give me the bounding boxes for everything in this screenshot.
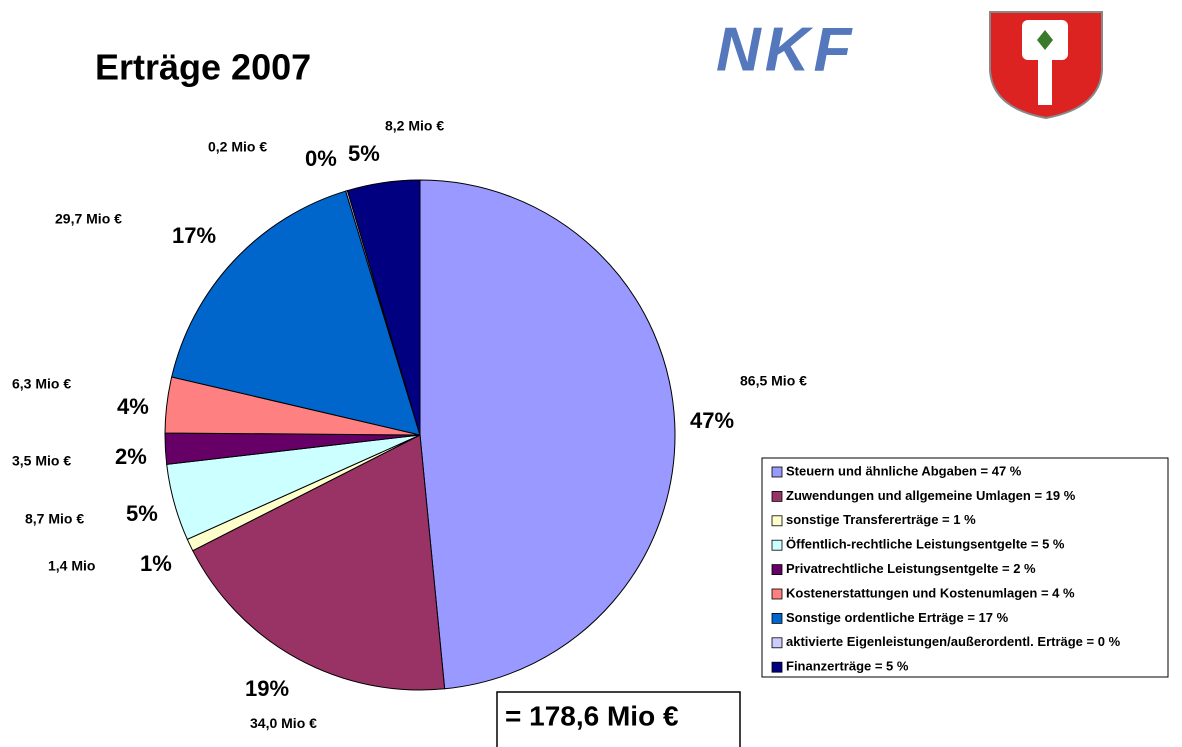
legend-swatch — [771, 490, 783, 502]
legend-label: Privatrechtliche Leistungsentgelte = 2 % — [786, 561, 1036, 576]
total-label: = 178,6 Mio € — [505, 700, 679, 731]
legend-label: Öffentlich-rechtliche Leistungsentgelte … — [786, 537, 1065, 552]
value-label: 3,5 Mio € — [12, 453, 71, 469]
value-label: 29,7 Mio € — [55, 211, 122, 227]
legend-swatch — [771, 613, 783, 624]
percent-label: 4% — [117, 394, 149, 419]
total-box — [496, 691, 741, 747]
legend-label: Kostenerstattungen und Kostenumlagen = 4… — [786, 585, 1075, 600]
legend-swatch — [771, 661, 783, 673]
legend-swatch — [771, 515, 783, 527]
value-label: 1,4 Mio — [48, 558, 95, 574]
value-label: 8,2 Mio € — [385, 118, 444, 134]
value-label: 0,2 Mio € — [208, 139, 267, 155]
coat-of-arms — [989, 11, 1103, 120]
percent-label: 0% — [305, 146, 337, 171]
legend-box — [761, 457, 1169, 678]
pie-slice — [346, 179, 421, 436]
percent-label: 47% — [690, 408, 734, 433]
legend-label: Finanzerträge = 5 % — [786, 659, 909, 674]
pie-slice — [419, 179, 676, 690]
percent-label: 19% — [245, 676, 289, 701]
value-label: 34,0 Mio € — [250, 715, 317, 731]
percent-label: 5% — [348, 141, 380, 166]
percent-label: 5% — [126, 501, 158, 526]
legend-swatch — [771, 588, 783, 600]
legend-swatch — [771, 466, 783, 478]
legend-label: aktivierte Eigenleistungen/außerordentl.… — [786, 634, 1121, 649]
pie-slice — [171, 190, 421, 436]
value-label: 8,7 Mio € — [25, 511, 84, 527]
legend-swatch — [771, 539, 783, 551]
logo: NKF — [716, 15, 855, 84]
legend-label: Sonstige ordentliche Erträge = 17 % — [786, 610, 1009, 625]
legend-label: Steuern und ähnliche Abgaben = 47 % — [786, 463, 1022, 478]
legend-label: sonstige Transfererträge = 1 % — [786, 512, 976, 527]
value-label: 6,3 Mio € — [12, 376, 71, 392]
chart-title: Erträge 2007 — [95, 47, 311, 88]
legend-label: Zuwendungen und allgemeine Umlagen = 19 … — [786, 488, 1076, 503]
legend-swatch — [771, 564, 783, 575]
percent-label: 1% — [140, 551, 172, 576]
pie-slice — [192, 434, 446, 691]
percent-label: 17% — [172, 223, 216, 248]
percent-label: 2% — [115, 444, 147, 469]
legend-swatch — [771, 637, 783, 649]
value-label: 86,5 Mio € — [740, 373, 807, 389]
